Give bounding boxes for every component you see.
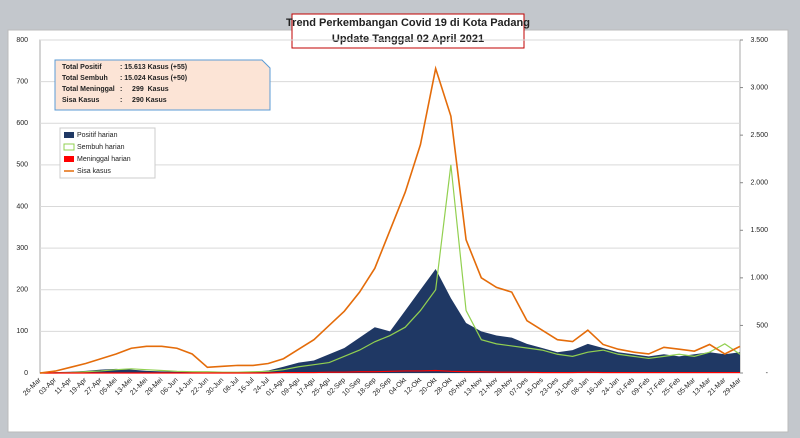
- summary-value: : 299 Kasus: [120, 86, 169, 93]
- y2-tick-label: -: [766, 370, 769, 377]
- y2-tick-label: 2.500: [750, 132, 768, 139]
- y-tick-label: 800: [16, 37, 28, 44]
- legend-label: Sembuh harian: [77, 144, 125, 151]
- line: [40, 369, 740, 374]
- summary-label: Total Meninggal: [62, 86, 115, 93]
- y-tick-label: 300: [16, 245, 28, 252]
- chart-subtitle: Update Tanggal 02 April 2021: [332, 33, 484, 45]
- summary-box: [54, 59, 271, 111]
- summary-label: Sisa Kasus: [62, 97, 99, 104]
- legend-swatch: [64, 132, 74, 138]
- y2-tick-label: 2.000: [750, 180, 768, 187]
- legend-box: [59, 127, 156, 179]
- y2-tick-label: 500: [756, 322, 768, 329]
- y2-tick-label: 3.000: [750, 84, 768, 91]
- legend-swatch: [63, 143, 75, 151]
- y-tick-label: 200: [16, 287, 28, 294]
- line: [39, 65, 741, 374]
- legend-label: Sisa kasus: [77, 168, 111, 175]
- y-tick-label: 0: [24, 370, 28, 377]
- summary-label: Total Sembuh: [62, 75, 108, 82]
- title-box: [291, 13, 525, 49]
- summary-value: : 15.024 Kasus (+50): [120, 75, 187, 82]
- summary-value: : 290 Kasus: [120, 97, 167, 104]
- legend-label: Positif harian: [77, 132, 118, 139]
- chart-title: Trend Perkembangan Covid 19 di Kota Pada…: [286, 17, 530, 29]
- y2-tick-label: 1.000: [750, 275, 768, 282]
- y2-tick-label: 1.500: [750, 227, 768, 234]
- y-tick-label: 600: [16, 120, 28, 127]
- y-tick-label: 700: [16, 78, 28, 85]
- legend-swatch: [64, 156, 74, 162]
- y-tick-label: 400: [16, 203, 28, 210]
- summary-value: : 15.613 Kasus (+55): [120, 64, 187, 71]
- legend-label: Meninggal harian: [77, 156, 131, 163]
- y2-tick-label: 3.500: [750, 37, 768, 44]
- y-tick-label: 500: [16, 162, 28, 169]
- y-tick-label: 100: [16, 328, 28, 335]
- line: [40, 164, 741, 374]
- summary-label: Total Positif: [62, 64, 102, 71]
- area: [40, 268, 740, 373]
